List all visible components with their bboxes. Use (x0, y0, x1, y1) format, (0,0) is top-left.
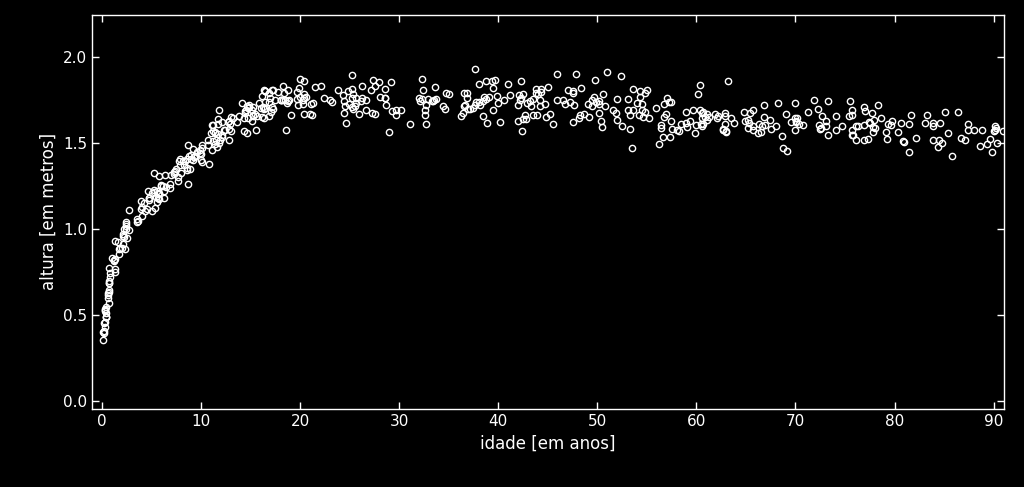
Y-axis label: altura [em metros]: altura [em metros] (40, 133, 57, 290)
X-axis label: idade [em anos]: idade [em anos] (480, 434, 615, 452)
